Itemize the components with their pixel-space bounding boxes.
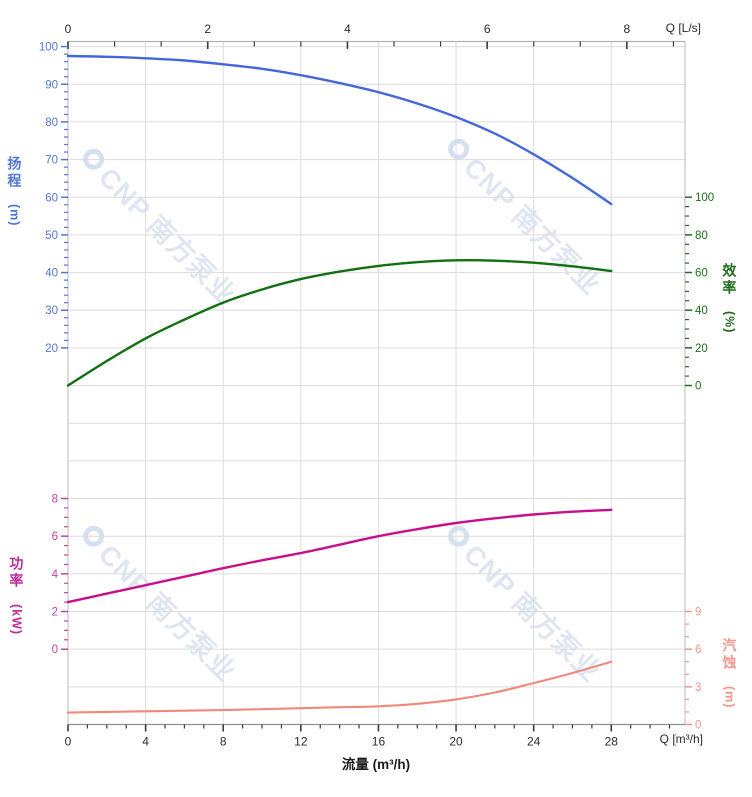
power-axis-unit: (kW) bbox=[9, 603, 24, 635]
head-curve bbox=[66, 54, 613, 206]
npsh-axis-tick-label: 0 bbox=[695, 720, 701, 732]
top-axis-tick-label: 2 bbox=[204, 22, 211, 36]
efficiency-axis-tick-label: 0 bbox=[695, 381, 701, 393]
head-axis-tick-label: 80 bbox=[45, 117, 58, 129]
power-axis-tick-label: 2 bbox=[52, 607, 58, 619]
flow-axis-title: 流量 (m³/h) bbox=[341, 757, 411, 772]
power-axis-tick-label: 8 bbox=[52, 494, 58, 506]
efficiency-axis-tick-label: 100 bbox=[695, 192, 714, 204]
npsh-axis-tick-label: 9 bbox=[695, 607, 701, 619]
top-axis-tick-label: 0 bbox=[65, 22, 72, 36]
head-axis-tick-label: 60 bbox=[45, 192, 58, 204]
top-axis-tick-label: 8 bbox=[624, 22, 631, 36]
head-axis-tick-label: 40 bbox=[45, 268, 58, 280]
power-axis-title-text: 功率 bbox=[8, 556, 25, 590]
npsh-curve bbox=[66, 660, 613, 714]
bottom-axis-tick-label: 20 bbox=[449, 735, 463, 749]
efficiency-axis-tick-label: 40 bbox=[695, 305, 708, 317]
bottom-axis-tick-label: 28 bbox=[605, 735, 619, 749]
head-axis-tick-label: 50 bbox=[45, 230, 58, 242]
npsh-axis-title-text: 汽蚀 bbox=[721, 638, 738, 672]
power-axis-tick-label: 0 bbox=[52, 644, 58, 656]
npsh-axis-unit: (m) bbox=[722, 685, 737, 709]
efficiency-axis-tick-label: 20 bbox=[695, 343, 708, 355]
power-axis-title: 功率 (kW) bbox=[8, 556, 25, 635]
head-axis-title: 扬程 (m) bbox=[6, 156, 23, 227]
bottom-axis-tick-label: 4 bbox=[142, 735, 149, 749]
top-axis-tick-label: 6 bbox=[484, 22, 491, 36]
power-axis-tick-label: 4 bbox=[52, 569, 59, 581]
bottom-axis-unit-label: Q [m³/h] bbox=[659, 732, 703, 746]
head-axis-tick-label: 30 bbox=[45, 305, 58, 317]
efficiency-axis-title: 效率 (%) bbox=[721, 263, 738, 334]
top-axis-tick-label: 4 bbox=[344, 22, 351, 36]
npsh-axis-tick-label: 6 bbox=[695, 644, 701, 656]
efficiency-axis-tick-label: 80 bbox=[695, 230, 708, 242]
npsh-axis-title: 汽蚀 (m) bbox=[721, 638, 738, 709]
top-axis-unit-label: Q [L/s] bbox=[665, 21, 701, 35]
bottom-axis-tick-label: 0 bbox=[65, 735, 72, 749]
head-axis-tick-label: 20 bbox=[45, 343, 58, 355]
bottom-axis-tick-label: 24 bbox=[527, 735, 541, 749]
efficiency-axis-title-text: 效率 bbox=[721, 263, 738, 297]
bottom-axis-tick-label: 8 bbox=[220, 735, 227, 749]
efficiency-axis-unit: (%) bbox=[722, 310, 737, 334]
npsh-axis-tick-label: 3 bbox=[695, 682, 701, 694]
power-axis-tick-label: 6 bbox=[52, 531, 58, 543]
head-axis-tick-label: 100 bbox=[39, 42, 58, 54]
head-axis-unit: (m) bbox=[7, 203, 22, 227]
efficiency-curve bbox=[66, 258, 613, 387]
head-axis-tick-label: 70 bbox=[45, 155, 58, 167]
bottom-axis-tick-label: 16 bbox=[372, 735, 386, 749]
efficiency-axis-tick-label: 60 bbox=[695, 268, 708, 280]
head-axis-tick-label: 90 bbox=[45, 79, 58, 91]
bottom-axis-tick-label: 12 bbox=[294, 735, 308, 749]
head-axis-title-text: 扬程 bbox=[6, 156, 23, 190]
power-curve bbox=[66, 508, 613, 604]
